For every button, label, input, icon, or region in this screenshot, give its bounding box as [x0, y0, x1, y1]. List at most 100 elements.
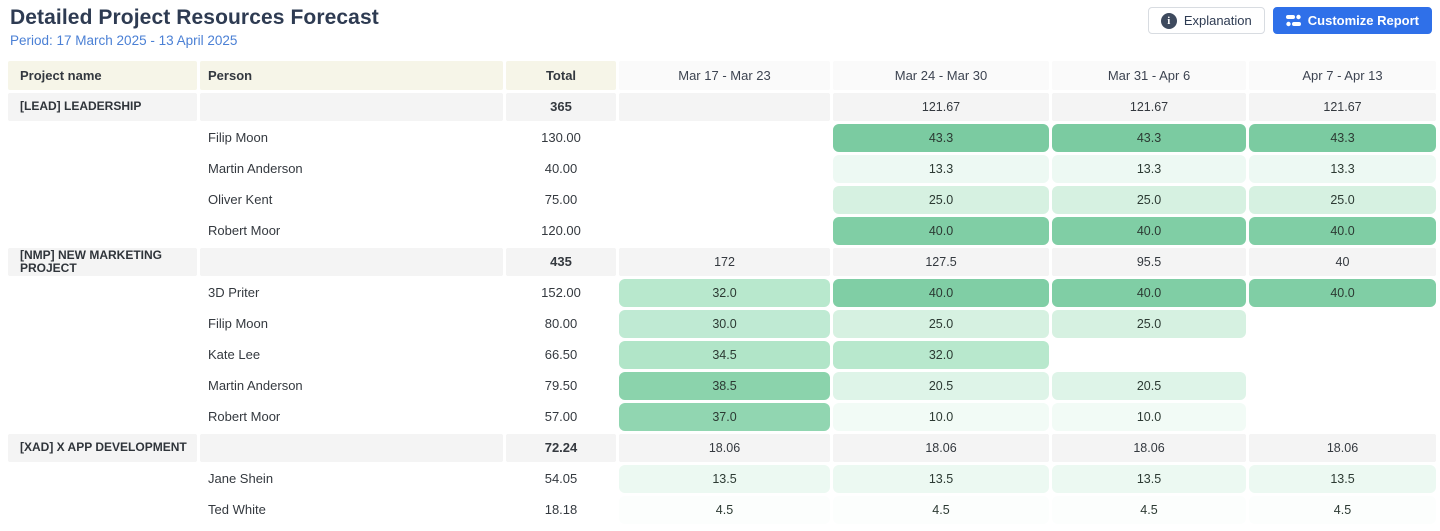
allocation-cell: 18.06 [1052, 433, 1246, 462]
project-group-row: [XAD] X APP DEVELOPMENT 72.24 18.06 18.06 18… [0, 432, 1440, 463]
allocation-cell: 32.0 [619, 278, 830, 307]
forecast-table: Project name Person Total Mar 17 - Mar 23 Ma… [0, 60, 1440, 525]
person-cell: Robert Moor [208, 223, 281, 238]
allocation-cell: 13.5 [1249, 464, 1436, 493]
total-cell: 66.50 [544, 347, 578, 362]
total-cell: 40.00 [544, 161, 578, 176]
person-row: Kate Lee 66.50 34.5 32.0 [0, 339, 1440, 370]
person-row: Filip Moon 130.00 43.3 43.3 43.3 [0, 122, 1440, 153]
total-cell: 435 [506, 247, 616, 276]
project-name-cell [8, 279, 197, 307]
customize-report-button[interactable]: Customize Report [1272, 7, 1432, 34]
person-row: 3D Priter 152.00 32.0 40.0 40.0 40.0 [0, 277, 1440, 308]
allocation-cell: 43.3 [1249, 123, 1436, 152]
allocation-cell: 43.3 [833, 123, 1049, 152]
project-name-cell: [XAD] X APP DEVELOPMENT [8, 433, 197, 462]
allocation-cell: 25.0 [1249, 185, 1436, 214]
person-cell: Ted White [208, 502, 266, 517]
total-cell: 80.00 [544, 316, 578, 331]
project-name-cell [8, 496, 197, 524]
allocation-cell: 121.67 [1052, 92, 1246, 121]
person-row: Filip Moon 80.00 30.0 25.0 25.0 [0, 308, 1440, 339]
person-cell: Kate Lee [208, 347, 261, 362]
person-row: Ted White 18.18 4.5 4.5 4.5 4.5 [0, 494, 1440, 525]
allocation-cell: 121.67 [1249, 92, 1436, 121]
column-header-project-name: Project name [8, 61, 197, 90]
title-block: Detailed Project Resources Forecast Peri… [10, 6, 379, 48]
total-cell: 365 [506, 92, 616, 121]
person-row: Jane Shein 54.05 13.5 13.5 13.5 13.5 [0, 463, 1440, 494]
explanation-button[interactable]: i Explanation [1147, 7, 1265, 34]
allocation-cell: 13.5 [1052, 464, 1246, 493]
allocation-cell: 38.5 [619, 371, 830, 400]
allocation-cell: 4.5 [1249, 495, 1436, 524]
customize-report-button-label: Customize Report [1307, 13, 1419, 28]
allocation-cell: 32.0 [833, 340, 1049, 369]
allocation-cell: 10.0 [833, 402, 1049, 431]
person-cell: Filip Moon [208, 130, 268, 145]
allocation-cell: 40.0 [833, 278, 1049, 307]
person-cell: Martin Anderson [208, 378, 303, 393]
project-name-cell: [LEAD] LEADERSHIP [8, 92, 197, 121]
project-name-cell [8, 341, 197, 369]
person-cell [200, 433, 503, 462]
allocation-cell [619, 217, 830, 245]
allocation-cell: 4.5 [833, 495, 1049, 524]
project-name-cell [8, 186, 197, 214]
total-cell: 57.00 [544, 409, 578, 424]
allocation-cell: 4.5 [619, 495, 830, 524]
column-header-person: Person [200, 61, 503, 90]
total-cell: 72.24 [506, 433, 616, 462]
person-cell [200, 92, 503, 121]
toolbar-actions: i Explanation Customize Report [1147, 7, 1432, 34]
allocation-cell: 172 [619, 247, 830, 276]
allocation-cell [619, 124, 830, 152]
total-cell: 120.00 [541, 223, 581, 238]
allocation-cell: 18.06 [833, 433, 1049, 462]
column-header-mar-17-mar-23: Mar 17 - Mar 23 [619, 61, 830, 90]
allocation-cell [1249, 341, 1436, 369]
total-cell: 130.00 [541, 130, 581, 145]
project-name-cell [8, 403, 197, 431]
total-cell: 152.00 [541, 285, 581, 300]
allocation-cell [619, 92, 830, 121]
allocation-cell: 40.0 [1052, 278, 1246, 307]
allocation-cell: 10.0 [1052, 402, 1246, 431]
column-header-mar-31-apr-6: Mar 31 - Apr 6 [1052, 61, 1246, 90]
top-bar: Detailed Project Resources Forecast Peri… [0, 0, 1440, 60]
project-name-cell [8, 217, 197, 245]
allocation-cell: 25.0 [833, 309, 1049, 338]
person-cell: Filip Moon [208, 316, 268, 331]
allocation-cell: 40 [1249, 247, 1436, 276]
allocation-cell: 25.0 [1052, 309, 1246, 338]
allocation-cell [619, 186, 830, 214]
allocation-cell: 13.3 [833, 154, 1049, 183]
allocation-cell: 20.5 [833, 371, 1049, 400]
allocation-cell: 13.3 [1249, 154, 1436, 183]
explanation-button-label: Explanation [1183, 13, 1252, 28]
column-header-total: Total [506, 61, 616, 90]
allocation-cell [1249, 310, 1436, 338]
column-header-apr-7-apr-13: Apr 7 - Apr 13 [1249, 61, 1436, 90]
allocation-cell: 40.0 [1052, 216, 1246, 245]
total-cell: 18.18 [544, 502, 578, 517]
allocation-cell: 43.3 [1052, 123, 1246, 152]
project-name-cell [8, 124, 197, 152]
allocation-cell: 25.0 [1052, 185, 1246, 214]
allocation-cell: 127.5 [833, 247, 1049, 276]
total-cell: 79.50 [544, 378, 578, 393]
allocation-cell: 40.0 [1249, 216, 1436, 245]
allocation-cell: 13.5 [833, 464, 1049, 493]
project-group-row: [LEAD] LEADERSHIP 365 121.67 121.67 121.67 [0, 91, 1440, 122]
allocation-cell [1249, 372, 1436, 400]
page-title: Detailed Project Resources Forecast [10, 6, 379, 29]
allocation-cell: 34.5 [619, 340, 830, 369]
project-name-cell [8, 310, 197, 338]
total-cell: 75.00 [544, 192, 578, 207]
allocation-cell [1052, 341, 1246, 369]
project-name-cell [8, 372, 197, 400]
allocation-cell: 121.67 [833, 92, 1049, 121]
allocation-cell: 25.0 [833, 185, 1049, 214]
column-header-mar-24-mar-30: Mar 24 - Mar 30 [833, 61, 1049, 90]
person-row: Oliver Kent 75.00 25.0 25.0 25.0 [0, 184, 1440, 215]
